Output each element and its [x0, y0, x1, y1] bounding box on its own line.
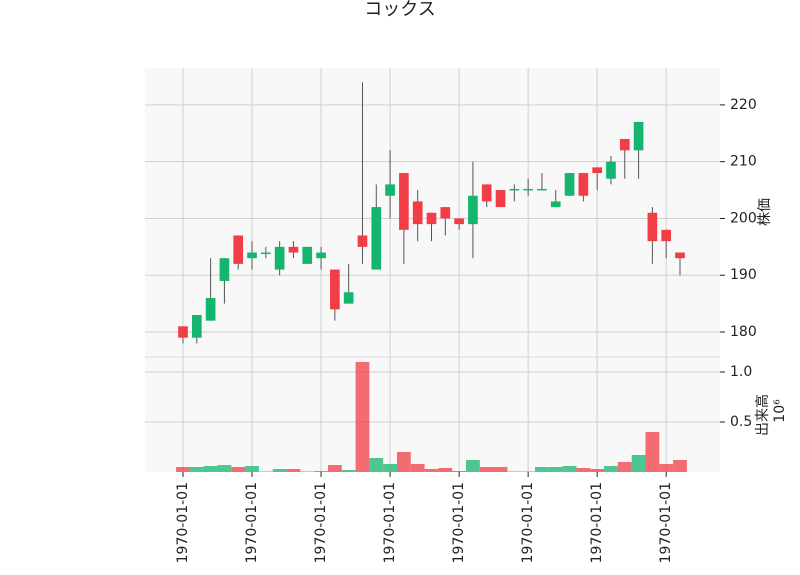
y-tick-label: 1.0	[730, 364, 752, 380]
candle-body	[385, 184, 395, 196]
y-tick-label: 210	[730, 154, 757, 170]
candle-body	[675, 252, 685, 259]
volume-bar	[314, 471, 328, 472]
candle-body	[647, 212, 658, 242]
volume-bar	[231, 467, 246, 472]
volume-bar	[645, 432, 660, 472]
volume-bar	[300, 471, 315, 472]
volume-bar	[466, 460, 480, 472]
candle-body	[509, 188, 520, 191]
candle-body	[495, 190, 506, 208]
candle-body	[412, 201, 423, 225]
candle-body	[550, 201, 561, 208]
volume-bar	[493, 467, 508, 472]
volume-axis-label: 出来高	[754, 394, 771, 436]
y-tick-label: 190	[730, 267, 757, 283]
volume-bar	[383, 464, 397, 472]
candle-body	[233, 235, 244, 264]
candle-body	[205, 297, 216, 321]
candle-body	[661, 229, 672, 242]
candle-body	[481, 184, 492, 202]
candle-body	[316, 252, 326, 259]
y-tick-label: 200	[730, 210, 757, 226]
volume-bar	[548, 467, 563, 472]
candle-body	[274, 246, 285, 270]
volume-bar	[521, 471, 536, 472]
chart-title: コックス	[364, 0, 435, 20]
volume-bar	[189, 467, 204, 472]
price-panel	[145, 68, 720, 357]
volume-bar	[327, 465, 342, 472]
volume-scale-label: 10⁶	[772, 399, 788, 423]
volume-bar	[355, 362, 370, 472]
candle-body	[219, 258, 230, 281]
candle-body	[288, 246, 299, 253]
candle-body	[399, 173, 409, 230]
volume-bar	[286, 469, 301, 472]
x-tick-label: 1970-01-01	[589, 482, 605, 563]
candle-body	[178, 326, 188, 338]
volume-bar	[617, 462, 632, 472]
candle-body	[191, 314, 202, 338]
volume-bar	[576, 468, 591, 472]
candle-body	[468, 195, 478, 225]
candle-body	[357, 235, 368, 247]
x-tick-label: 1970-01-01	[175, 482, 191, 563]
y-axis-label: 株価	[757, 198, 773, 226]
volume-bar	[272, 469, 287, 472]
volume-bar	[562, 466, 577, 472]
candle-body	[302, 246, 313, 264]
volume-bar	[410, 464, 425, 472]
volume-bar	[341, 470, 356, 472]
volume-bar	[176, 467, 190, 472]
volume-bar	[507, 471, 522, 472]
volume-panel	[145, 357, 720, 472]
candle-body	[261, 252, 271, 255]
candle-body	[440, 207, 451, 219]
volume-bar	[659, 464, 674, 472]
y-tick-label: 180	[730, 324, 757, 340]
candle-body	[330, 269, 340, 310]
volume-bar	[203, 466, 218, 472]
candle-body	[371, 207, 382, 270]
candle-body	[578, 173, 589, 196]
volume-bar	[396, 452, 411, 472]
x-tick-label: 1970-01-01	[451, 482, 467, 563]
volume-bar	[245, 466, 259, 472]
volume-bar	[535, 467, 549, 472]
volume-bar	[369, 458, 384, 472]
volume-bar	[604, 466, 618, 472]
y-tick-label: 220	[730, 97, 757, 113]
candle-body	[523, 188, 533, 191]
candle-body	[247, 252, 257, 259]
volume-bar	[452, 471, 467, 472]
candle-body	[606, 161, 616, 179]
candle-body	[343, 292, 354, 304]
volume-bar	[438, 468, 453, 472]
x-tick-label: 1970-01-01	[520, 482, 536, 563]
candle-body	[564, 173, 575, 196]
candle-body	[426, 212, 437, 225]
x-tick-label: 1970-01-01	[313, 482, 329, 563]
volume-bar	[590, 469, 605, 472]
volume-bar	[424, 469, 439, 472]
candle-body	[592, 167, 602, 174]
volume-bar	[673, 460, 687, 472]
candle-body	[537, 188, 547, 191]
x-tick-label: 1970-01-01	[658, 482, 674, 563]
x-tick-label: 1970-01-01	[382, 482, 398, 563]
y-tick-label: 0.5	[730, 414, 752, 430]
volume-bar	[217, 465, 232, 472]
candle-body	[454, 218, 464, 225]
candle-body	[633, 121, 644, 151]
volume-bar	[258, 471, 273, 472]
volume-bar	[479, 467, 494, 472]
candle-body	[619, 138, 630, 151]
x-tick-label: 1970-01-01	[244, 482, 260, 563]
volume-bar	[631, 455, 646, 472]
